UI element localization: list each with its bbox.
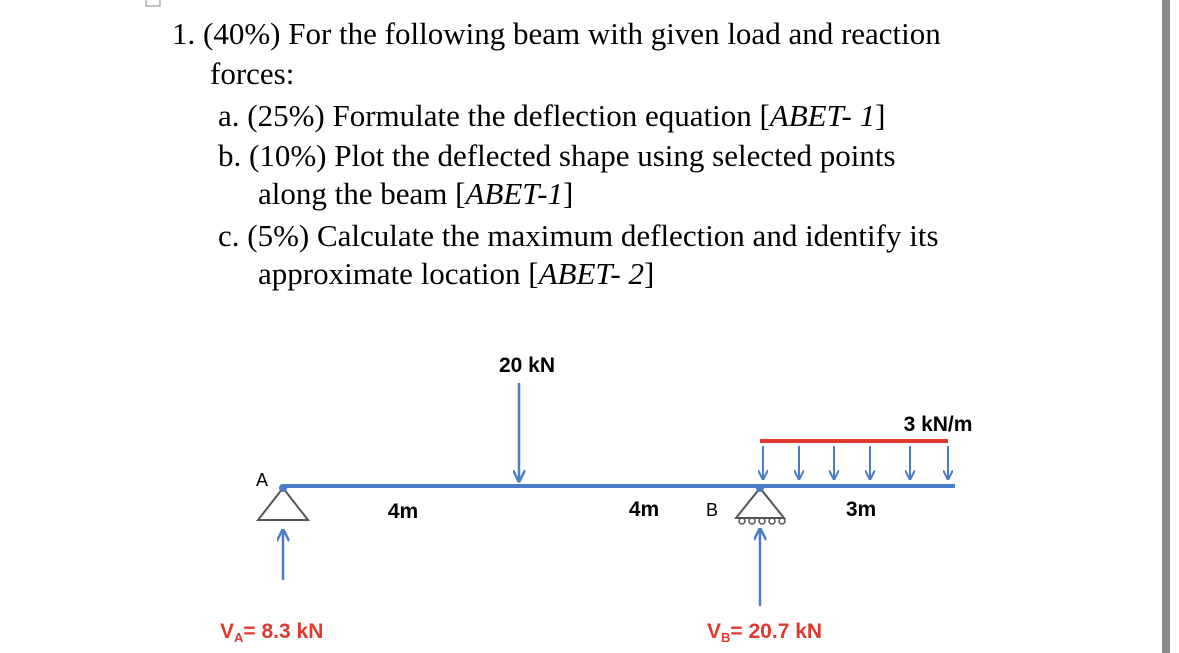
distributed-load-arrows xyxy=(763,446,948,479)
point-load-label: 20 kN xyxy=(499,354,555,377)
span-label: 3m xyxy=(846,498,876,521)
beam-diagram: 20 kN 3 kN/m A B 4m 4m 3m VA= 8.3 kN VB=… xyxy=(220,354,972,645)
part-line: approximate location [ABET- 2] xyxy=(258,256,654,291)
support-label: A xyxy=(256,470,268,490)
pin xyxy=(279,484,287,492)
pin-support xyxy=(255,486,311,521)
rollers xyxy=(738,517,786,525)
part-line: a. (25%) Formulate the deflection equati… xyxy=(218,98,885,133)
span-label: 4m xyxy=(629,498,659,521)
question-line: forces: xyxy=(210,56,294,91)
roller-support xyxy=(733,486,787,519)
corner-box xyxy=(145,0,161,7)
scrollbar xyxy=(1162,0,1170,653)
question-line: 1. (40%) For the following beam with giv… xyxy=(172,16,941,51)
pin xyxy=(756,484,764,492)
part-line: c. (5%) Calculate the maximum deflection… xyxy=(218,218,939,253)
reaction-label: VA= 8.3 kN xyxy=(220,620,323,645)
support-label: B xyxy=(706,500,718,520)
distributed-load-label: 3 kN/m xyxy=(904,413,973,436)
part-line: b. (10%) Plot the deflected shape using … xyxy=(218,138,896,173)
span-label: 4m xyxy=(388,500,418,523)
reaction-label: VB= 20.7 kN xyxy=(707,620,822,645)
part-line: along the beam [ABET-1] xyxy=(258,176,573,211)
